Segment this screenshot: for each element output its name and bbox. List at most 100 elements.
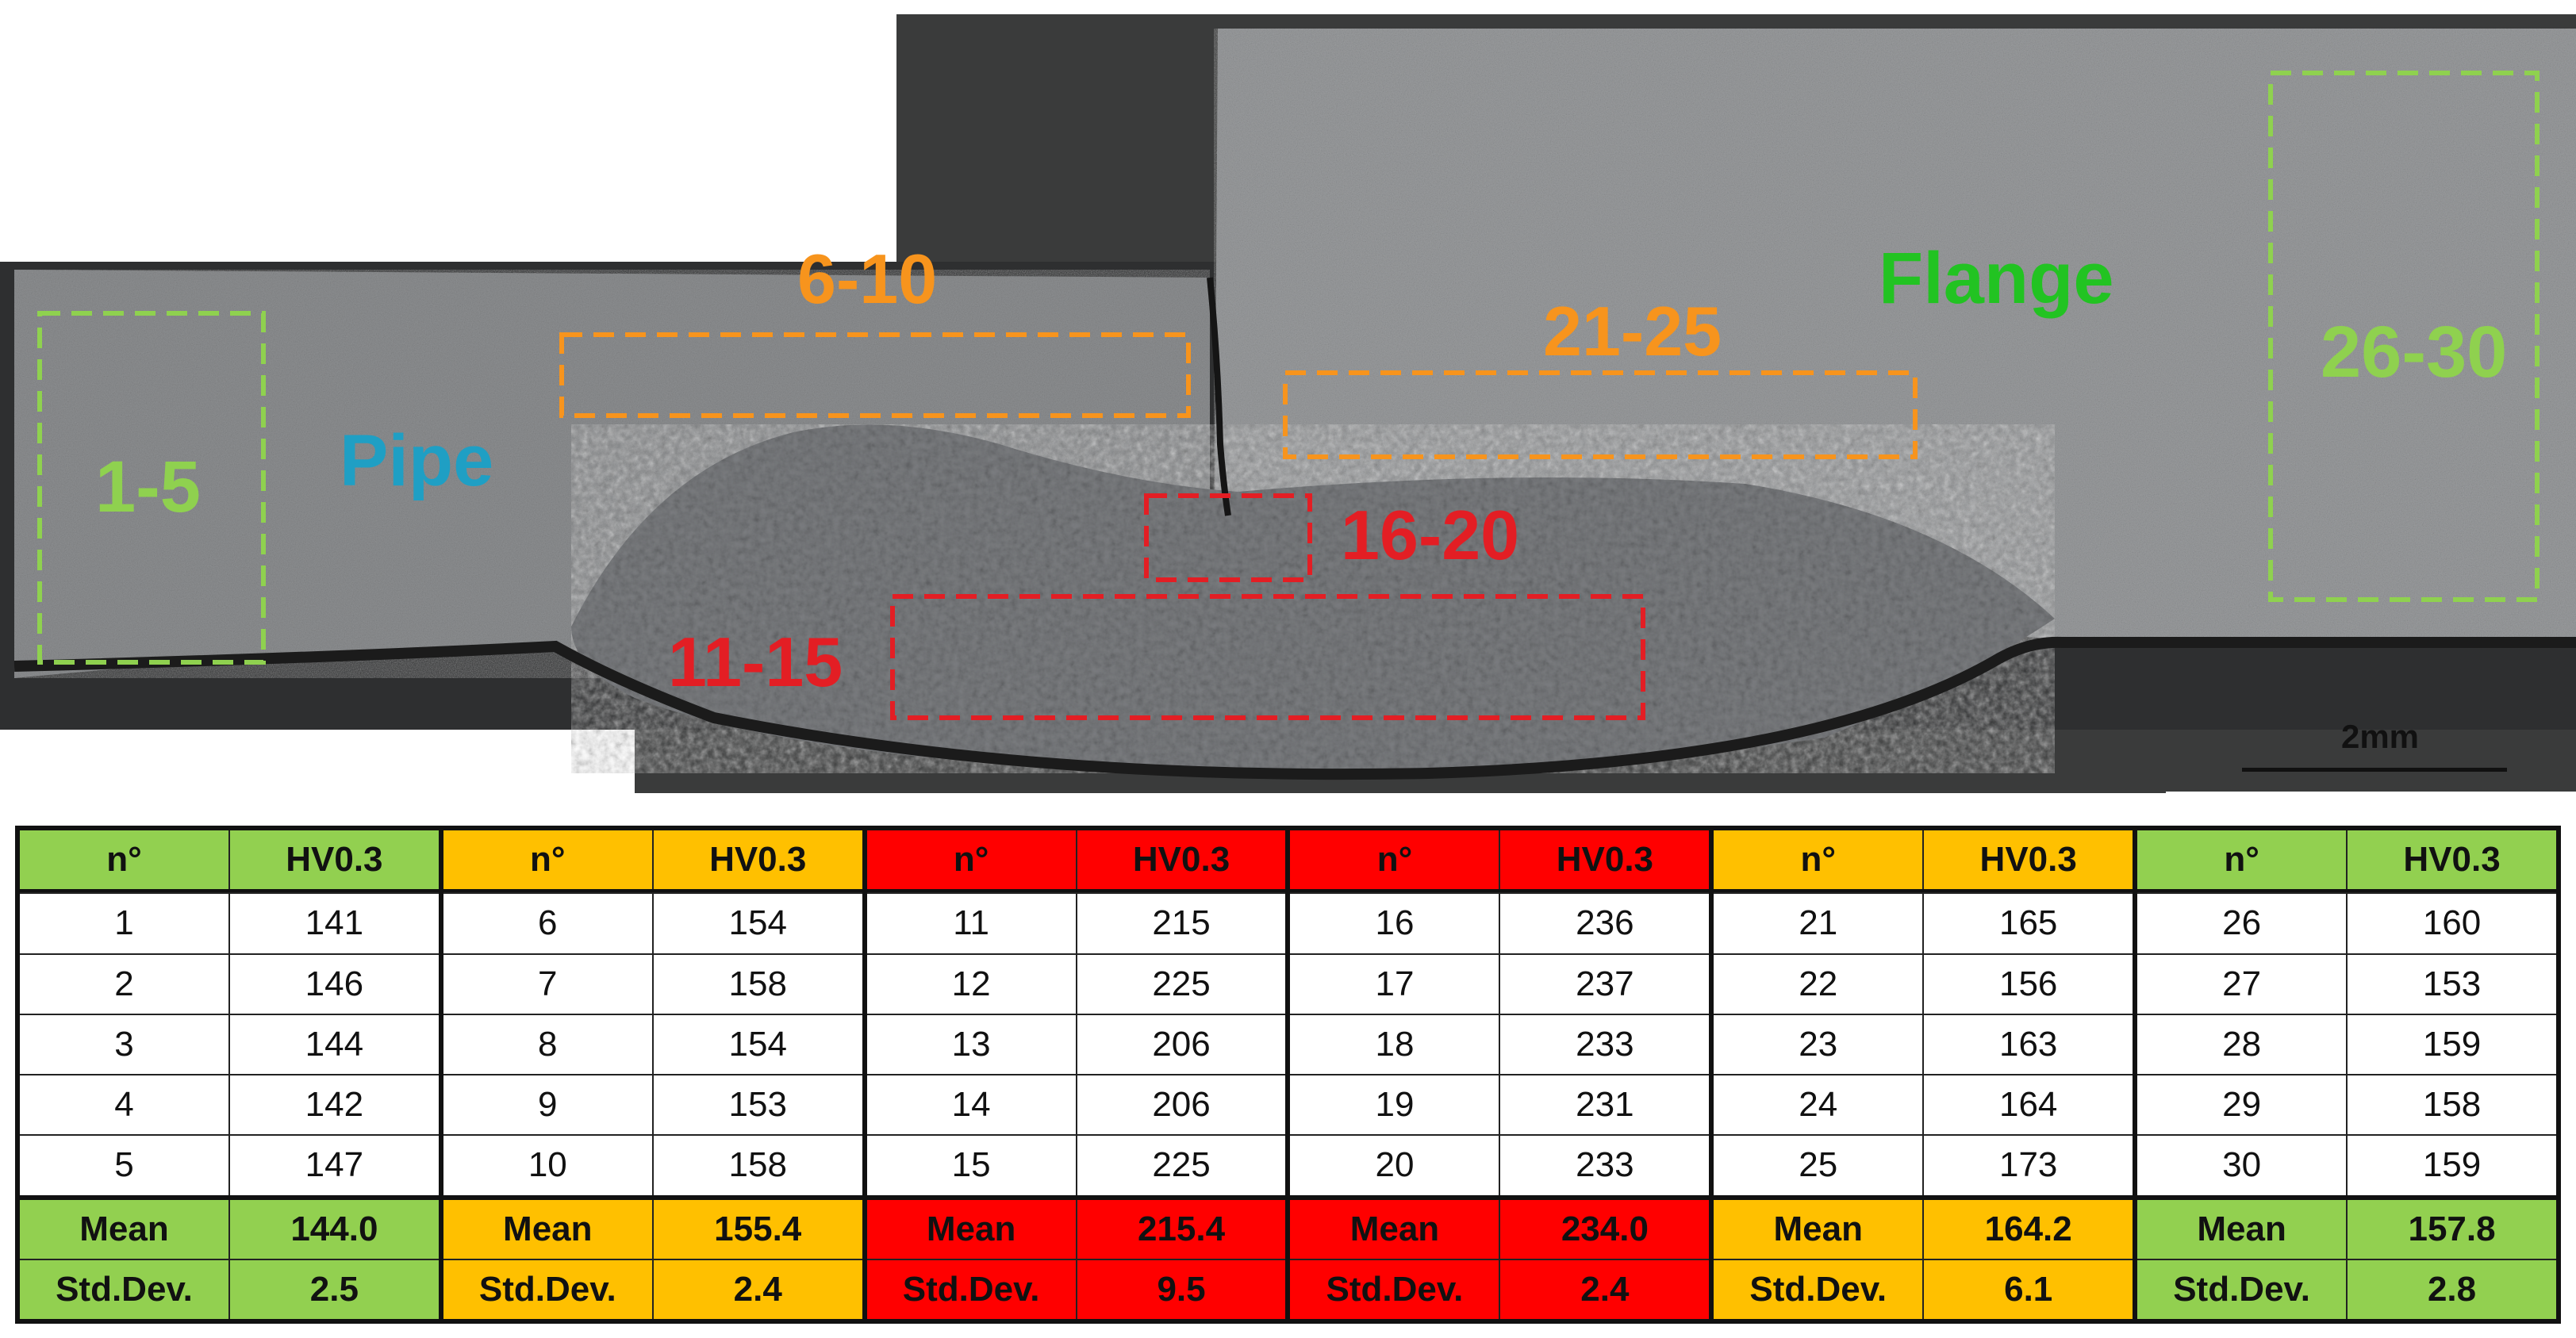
table-cell: HV0.3 [1499,830,1710,890]
table-cell: 8 [443,1014,652,1074]
table-cell: Mean [2137,1199,2347,1259]
table-cell: 225 [1075,1136,1286,1195]
table-row: 16 236 [1290,892,1710,953]
table-cell: 164 [1922,1075,2133,1135]
table-cell: 147 [228,1136,439,1195]
table-cell: 159 [2346,1014,2556,1074]
table-row: 30 159 [2137,1134,2556,1195]
table-cell: 160 [2346,894,2556,953]
table-cell: 154 [651,1014,862,1074]
table-cell: 2.4 [651,1259,862,1319]
scale-bar [2242,768,2507,772]
table-cell: 23 [1714,1014,1923,1074]
table-row: 28 159 [2137,1013,2556,1074]
table-cell: 6.1 [1922,1259,2133,1319]
table-cell: HV0.3 [2346,830,2556,890]
table-cell: 15 [866,1136,1076,1195]
zone-box-11-15 [890,594,1645,720]
table-cell: n° [2137,830,2347,890]
zone-box-6-10 [559,332,1191,418]
table-cell: n° [20,830,228,890]
table-header-row: n° HV0.3 [20,830,439,893]
table-cell: 10 [443,1136,652,1195]
table-cell: 4 [20,1075,228,1135]
table-cell: Mean [1714,1199,1923,1259]
table-cell: 153 [651,1075,862,1135]
zone-block: n° HV0.3 6 154 7 158 8 154 9 153 10 158 Mean 155.4 Std… [438,830,862,1319]
table-row: 24 164 [1714,1074,2133,1135]
table-row: 6 154 [443,892,862,953]
table-row: 7 158 [443,953,862,1014]
table-row: 21 165 [1714,892,2133,953]
table-cell: 3 [20,1014,228,1074]
table-cell: 29 [2137,1075,2347,1135]
table-cell: 14 [866,1075,1076,1135]
scale-bar-label: 2mm [2340,718,2420,755]
table-row: 17 237 [1290,953,1710,1014]
table-cell: 206 [1075,1075,1286,1135]
table-row: 11 215 [866,892,1286,953]
table-cell: Std.Dev. [2137,1259,2347,1319]
zone-box-1-5 [37,311,266,665]
table-stat-row: Std.Dev. 2.5 [20,1258,439,1319]
table-cell: 153 [2346,954,2556,1014]
table-cell: 159 [2346,1136,2556,1195]
zone-block: n° HV0.3 26 160 27 153 28 159 29 158 30 159 Mean 157.… [2133,830,2556,1319]
label-1-5: 1-5 [95,447,201,527]
table-stat-row: Mean 234.0 [1290,1194,1710,1259]
table-row: 20 233 [1290,1134,1710,1195]
table-cell: HV0.3 [1075,830,1286,890]
table-cell: 9.5 [1075,1259,1286,1319]
hardness-table: n° HV0.3 1 141 2 146 3 144 4 142 5 147 Mean 144.0 Std.… [15,826,2561,1324]
table-cell: 206 [1075,1014,1286,1074]
table-cell: Mean [1290,1199,1499,1259]
zone-block: n° HV0.3 16 236 17 237 18 233 19 231 20 233 Mean 234.… [1285,830,1710,1319]
table-row: 1 141 [20,892,439,953]
table-cell: 9 [443,1075,652,1135]
table-cell: 141 [228,894,439,953]
table-cell: 18 [1290,1014,1499,1074]
table-cell: 157.8 [2346,1199,2556,1259]
table-cell: 158 [651,954,862,1014]
zone-block: n° HV0.3 21 165 22 156 23 163 24 164 25 173 Mean 164.… [1709,830,2133,1319]
zone-box-21-25 [1283,370,1918,459]
zone-box-16-20 [1144,493,1312,582]
table-row: 10 158 [443,1134,862,1195]
table-cell: HV0.3 [651,830,862,890]
table-row: 9 153 [443,1074,862,1135]
table-cell: 225 [1075,954,1286,1014]
zone-block: n° HV0.3 11 215 12 225 13 206 14 206 15 225 Mean 215.… [862,830,1286,1319]
table-cell: 237 [1499,954,1710,1014]
table-cell: 2.5 [228,1259,439,1319]
table-stat-row: Std.Dev. 2.4 [443,1258,862,1319]
table-stat-row: Mean 215.4 [866,1194,1286,1259]
table-cell: 1 [20,894,228,953]
table-cell: 24 [1714,1075,1923,1135]
weld-micrograph: 1-5 Pipe 6-10 Flange 21-25 26-30 16-20 1… [0,14,2576,793]
table-cell: 173 [1922,1136,2133,1195]
table-cell: Std.Dev. [20,1259,228,1319]
table-cell: 16 [1290,894,1499,953]
table-cell: 146 [228,954,439,1014]
table-row: 18 233 [1290,1013,1710,1074]
table-stat-row: Std.Dev. 9.5 [866,1258,1286,1319]
table-cell: Std.Dev. [1714,1259,1923,1319]
table-cell: 2.4 [1499,1259,1710,1319]
table-stat-row: Mean 164.2 [1714,1194,2133,1259]
table-cell: n° [866,830,1076,890]
label-11-15: 11-15 [668,623,843,701]
table-cell: 144 [228,1014,439,1074]
table-row: 3 144 [20,1013,439,1074]
zone-box-26-30 [2268,71,2540,602]
table-cell: 13 [866,1014,1076,1074]
table-cell: 6 [443,894,652,953]
table-cell: Mean [866,1199,1076,1259]
table-cell: Mean [20,1199,228,1259]
table-cell: Std.Dev. [866,1259,1076,1319]
table-row: 12 225 [866,953,1286,1014]
table-header-row: n° HV0.3 [1290,830,1710,893]
table-row: 23 163 [1714,1013,2133,1074]
table-row: 5 147 [20,1134,439,1195]
table-cell: 5 [20,1136,228,1195]
table-cell: 155.4 [651,1199,862,1259]
